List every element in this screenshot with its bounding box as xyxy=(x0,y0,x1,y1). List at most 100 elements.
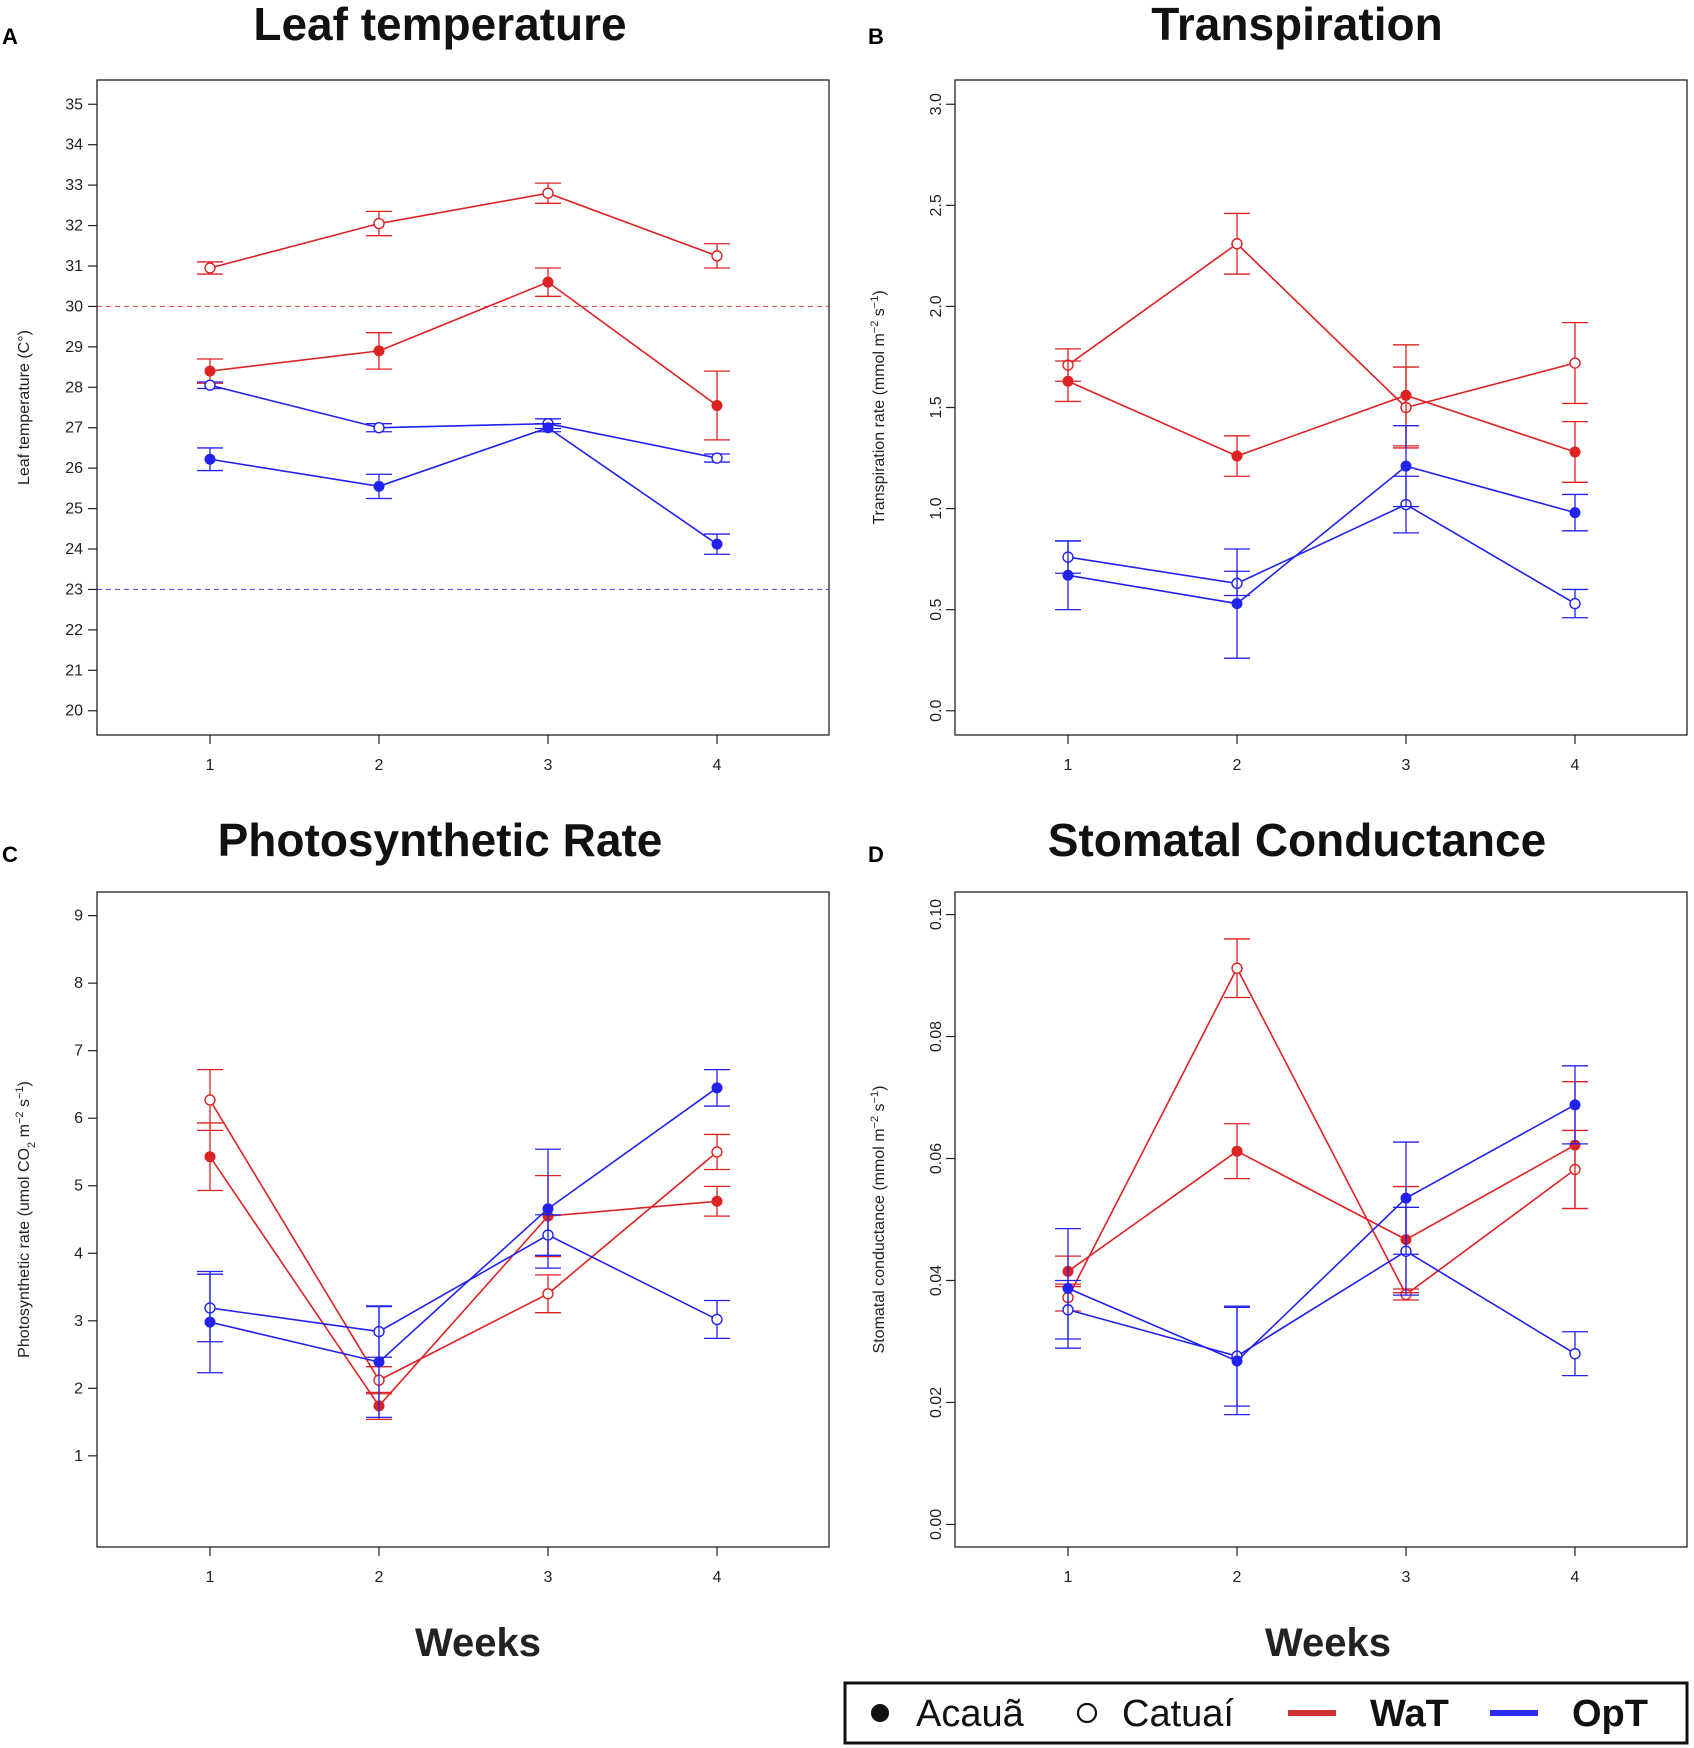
data-point-filled xyxy=(1062,1282,1074,1294)
data-point-filled xyxy=(204,365,216,377)
panel-title: Leaf temperature xyxy=(253,0,626,50)
y-tick-label: 7 xyxy=(74,1043,83,1060)
panel-stomatal-conductance: Stomatal Conductance D Stomatal conducta… xyxy=(868,814,1688,1586)
y-axis-label: Stomatal conductance (mmol m−2 s−1) xyxy=(869,1086,888,1354)
data-point-open xyxy=(204,262,216,274)
legend-wat: WaT xyxy=(1370,1693,1449,1735)
x-tick-label: 4 xyxy=(1571,757,1580,774)
data-point-filled xyxy=(1231,450,1243,462)
y-tick-label: 26 xyxy=(65,460,83,477)
data-point-filled xyxy=(204,1151,216,1163)
series-line-catuai-wat xyxy=(209,1099,718,1382)
x-tick-label: 2 xyxy=(375,1569,384,1586)
series-line-acaua-opt xyxy=(209,1087,718,1363)
y-tick-label: 0.10 xyxy=(928,899,945,930)
y-tick-label: 5 xyxy=(74,1178,83,1195)
series-line-acaua-wat xyxy=(209,281,718,407)
plot-frame xyxy=(954,891,1688,1548)
y-tick-label: 32 xyxy=(65,218,83,235)
data-point-open xyxy=(711,452,723,464)
y-tick-label: 34 xyxy=(65,137,83,154)
series-line-catuai-opt xyxy=(209,384,718,459)
y-axis-label: Leaf temperature (C°) xyxy=(16,330,33,485)
axis-ticks: 0.0 0.5 1.0 1.5 2.0 2.5 3.0 1 2 3 4 xyxy=(928,93,1579,774)
y-axis-title: Photosynthetic rate (umol CO2 m−2 s−1) xyxy=(14,1081,38,1358)
data-point-filled xyxy=(1231,1145,1243,1157)
data-point-open xyxy=(711,1313,723,1326)
y-tick-label: 4 xyxy=(74,1245,83,1262)
panel-label: A xyxy=(2,24,18,49)
y-tick-label: 0.5 xyxy=(928,598,945,620)
x-tick-label: 3 xyxy=(544,1569,553,1586)
y-tick-label: 2.0 xyxy=(928,295,945,317)
y-tick-label: 22 xyxy=(65,622,83,639)
series-line-acaua-opt xyxy=(1067,465,1576,605)
y-tick-label: 0.02 xyxy=(928,1387,945,1418)
data-point-filled xyxy=(542,422,554,434)
panel-label: D xyxy=(868,842,884,867)
series-line-catuai-opt xyxy=(1067,503,1576,605)
y-tick-label: 8 xyxy=(74,975,83,992)
y-axis-label: Transpiration rate (mmol m−2 s−1) xyxy=(869,290,888,524)
data-point-open xyxy=(1231,962,1243,974)
x-tick-label: 2 xyxy=(1233,757,1242,774)
legend-acaua: Acauã xyxy=(916,1693,1025,1735)
data-point-filled xyxy=(711,538,723,550)
data-point-open xyxy=(711,1146,723,1158)
x-tick-label: 1 xyxy=(206,757,215,774)
legend: Acauã Catuaí WaT OpT xyxy=(843,1681,1689,1745)
data-point-filled xyxy=(204,453,216,465)
series-line-catuai-opt xyxy=(1067,1250,1576,1357)
x-tick-label: 3 xyxy=(1402,757,1411,774)
x-tick-label: 1 xyxy=(1064,757,1073,774)
x-tick-label: 2 xyxy=(1233,1569,1242,1586)
legend-catuai: Catuaí xyxy=(1122,1693,1234,1735)
y-axis-label: Photosynthetic rate (umol CO2 m−2 s−1) xyxy=(14,1081,38,1358)
y-tick-label: 35 xyxy=(65,96,83,113)
panel-title: Photosynthetic Rate xyxy=(218,814,663,866)
data-point-filled xyxy=(1569,446,1581,458)
y-tick-label: 0.06 xyxy=(928,1143,945,1174)
axis-ticks: 1 2 3 4 5 6 7 8 9 1 2 3 4 xyxy=(74,908,721,1586)
panel-label: B xyxy=(868,24,884,49)
legend-filled-circle-icon xyxy=(871,1704,889,1722)
data-point-filled xyxy=(1400,1192,1412,1204)
y-tick-label: 0.0 xyxy=(928,700,945,722)
series-line-acaua-wat xyxy=(209,1156,718,1408)
x-axis-label-right: Weeks xyxy=(1265,1621,1391,1665)
data-point-filled xyxy=(1400,460,1412,472)
y-tick-label: 3 xyxy=(74,1313,83,1330)
series-line-acaua-opt xyxy=(1067,1104,1576,1362)
y-tick-label: 24 xyxy=(65,541,83,558)
data-point-open xyxy=(204,379,216,391)
data-point-filled xyxy=(1400,389,1412,401)
data-point-open xyxy=(1231,238,1243,250)
x-tick-label: 4 xyxy=(1571,1569,1580,1586)
y-tick-label: 1.5 xyxy=(928,396,945,418)
data-point-open xyxy=(373,422,385,434)
data-marks xyxy=(97,182,829,591)
y-tick-label: 9 xyxy=(74,908,83,925)
series-line-acaua-wat xyxy=(1067,380,1576,457)
series-line-catuai-wat xyxy=(1067,966,1576,1298)
y-tick-label: 25 xyxy=(65,501,83,518)
panel-transpiration: Transpiration B Transpiration rate (mmol… xyxy=(868,0,1688,774)
data-point-open xyxy=(1569,357,1581,369)
y-tick-label: 0.04 xyxy=(928,1265,945,1296)
data-point-filled xyxy=(711,399,723,411)
x-tick-label: 1 xyxy=(206,1569,215,1586)
data-marks xyxy=(197,1068,730,1421)
y-tick-label: 2 xyxy=(74,1380,83,1397)
y-tick-label: 21 xyxy=(65,662,83,679)
x-tick-label: 3 xyxy=(1402,1569,1411,1586)
data-marks xyxy=(1055,938,1588,1416)
data-point-filled xyxy=(1569,507,1581,519)
series-line-catuai-opt xyxy=(209,1234,718,1333)
data-point-open xyxy=(1569,1347,1581,1360)
series-line-acaua-wat xyxy=(1067,1144,1576,1272)
data-point-filled xyxy=(1231,598,1243,610)
panel-photosynthetic-rate: Photosynthetic Rate C Photosynthetic rat… xyxy=(2,814,830,1586)
plot-frame xyxy=(954,79,1688,736)
data-point-filled xyxy=(1062,375,1074,387)
